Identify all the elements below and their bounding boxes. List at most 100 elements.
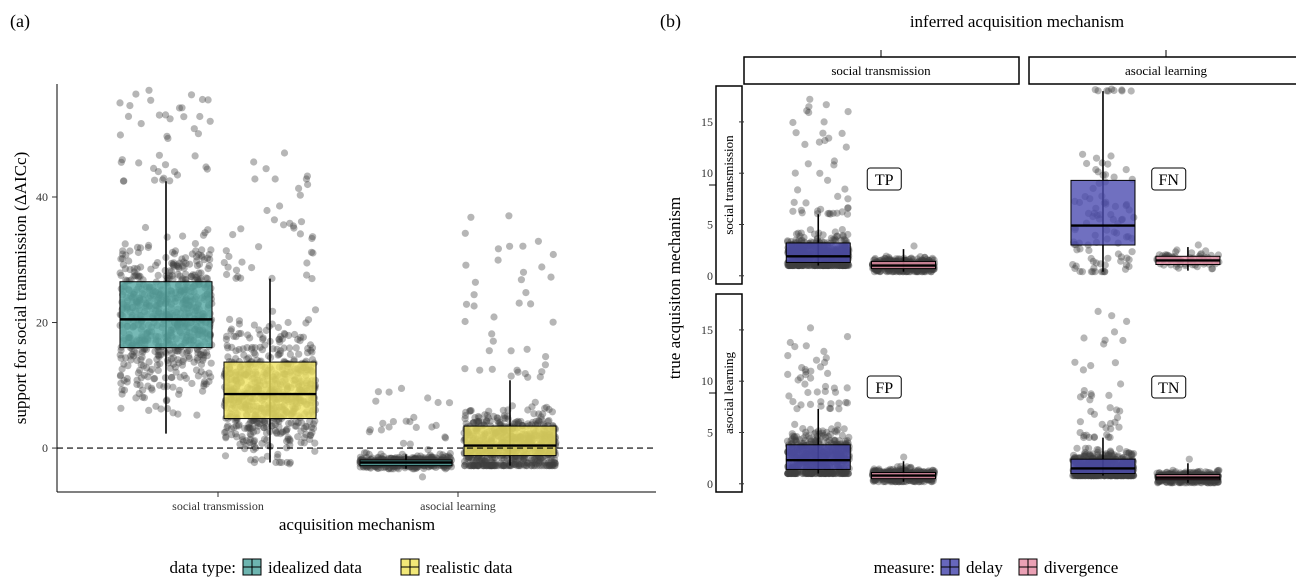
jitter-point <box>446 449 454 458</box>
jitter-point <box>511 460 519 468</box>
jitter-point <box>175 390 183 398</box>
jitter-point <box>161 266 169 275</box>
jitter-point <box>199 387 207 395</box>
jitter-point <box>139 386 147 394</box>
jitter-point <box>461 457 469 465</box>
jitter-point <box>309 424 318 432</box>
jitter-point <box>822 261 830 270</box>
jitter-point <box>473 455 482 463</box>
jitter-point <box>235 317 243 325</box>
jitter-point <box>222 247 230 255</box>
jitter-point <box>550 462 559 470</box>
jitter-point <box>286 458 294 467</box>
jitter-point <box>122 354 130 362</box>
jitter-point <box>306 341 315 349</box>
jitter-point <box>239 438 248 446</box>
jitter-point <box>222 335 230 343</box>
jitter-point <box>176 373 184 381</box>
jitter-point <box>232 347 240 355</box>
jitter-point <box>172 368 180 376</box>
jitter-point <box>527 462 535 470</box>
jitter-point <box>474 417 483 425</box>
jitter-point <box>197 368 205 376</box>
jitter-point <box>412 423 420 431</box>
jitter-point <box>246 436 254 444</box>
jitter-point <box>784 370 792 378</box>
jitter-point <box>161 348 169 356</box>
jitter-point <box>133 271 141 279</box>
jitter-point <box>236 440 244 448</box>
jitter-point <box>222 434 230 442</box>
jitter-point <box>427 453 435 461</box>
jitter-point <box>498 454 506 462</box>
jitter-point <box>486 462 494 470</box>
jitter-point <box>185 346 193 354</box>
jitter-point <box>127 356 135 364</box>
jitter-point <box>136 244 145 252</box>
jitter-point <box>157 351 165 359</box>
jitter-point <box>464 455 472 463</box>
jitter-point <box>799 261 807 269</box>
y-tick-label: 0 <box>42 441 48 455</box>
jitter-point <box>535 417 543 426</box>
jitter-point <box>226 315 234 323</box>
jitter-point <box>291 330 299 339</box>
jitter-point <box>304 349 312 357</box>
jitter-point <box>284 434 292 442</box>
jitter-point <box>432 421 440 429</box>
jitter-point <box>486 462 494 470</box>
jitter-point <box>794 376 802 384</box>
jitter-point <box>791 420 799 428</box>
jitter-point <box>247 431 255 439</box>
jitter-point <box>207 373 215 381</box>
jitter-point <box>182 259 190 267</box>
jitter-point <box>787 261 796 270</box>
jitter-point <box>285 419 293 427</box>
jitter-point <box>193 262 201 270</box>
jitter-point <box>169 383 177 391</box>
jitter-point <box>815 138 824 146</box>
jitter-point <box>169 360 178 368</box>
jitter-point <box>844 204 852 212</box>
jitter-point <box>302 430 310 438</box>
jitter-point <box>246 430 254 438</box>
jitter-point <box>145 358 153 366</box>
jitter-point <box>263 206 271 215</box>
jitter-point <box>799 261 807 270</box>
jitter-point <box>793 261 802 270</box>
jitter-point <box>471 278 479 286</box>
jitter-point <box>785 261 793 270</box>
jitter-point <box>806 400 815 408</box>
jitter-point <box>307 346 315 355</box>
jitter-point <box>534 419 542 427</box>
jitter-point <box>469 455 477 463</box>
jitter-point <box>117 371 125 379</box>
jitter-point <box>205 262 213 270</box>
jitter-point <box>503 462 511 470</box>
jitter-point <box>502 459 510 467</box>
jitter-point <box>819 231 827 239</box>
jitter-point <box>517 462 525 470</box>
jitter-point <box>479 462 488 470</box>
jitter-point <box>842 261 850 270</box>
jitter-point <box>540 462 548 470</box>
jitter-point <box>467 407 475 415</box>
jitter-point <box>542 458 550 466</box>
jitter-point <box>475 462 483 470</box>
jitter-point <box>823 261 831 270</box>
jitter-point <box>204 226 212 234</box>
jitter-point <box>802 199 810 207</box>
jitter-point <box>466 407 474 415</box>
jitter-point <box>200 256 208 264</box>
jitter-point <box>145 406 153 414</box>
jitter-point <box>175 264 183 272</box>
jitter-point <box>549 318 557 326</box>
jitter-point <box>223 270 231 279</box>
jitter-point <box>191 271 199 279</box>
jitter-point <box>1091 86 1099 94</box>
jitter-point <box>838 261 847 270</box>
jitter-point <box>205 377 213 385</box>
jitter-point <box>150 164 158 172</box>
jitter-point <box>276 458 284 467</box>
jitter-point <box>816 169 824 177</box>
